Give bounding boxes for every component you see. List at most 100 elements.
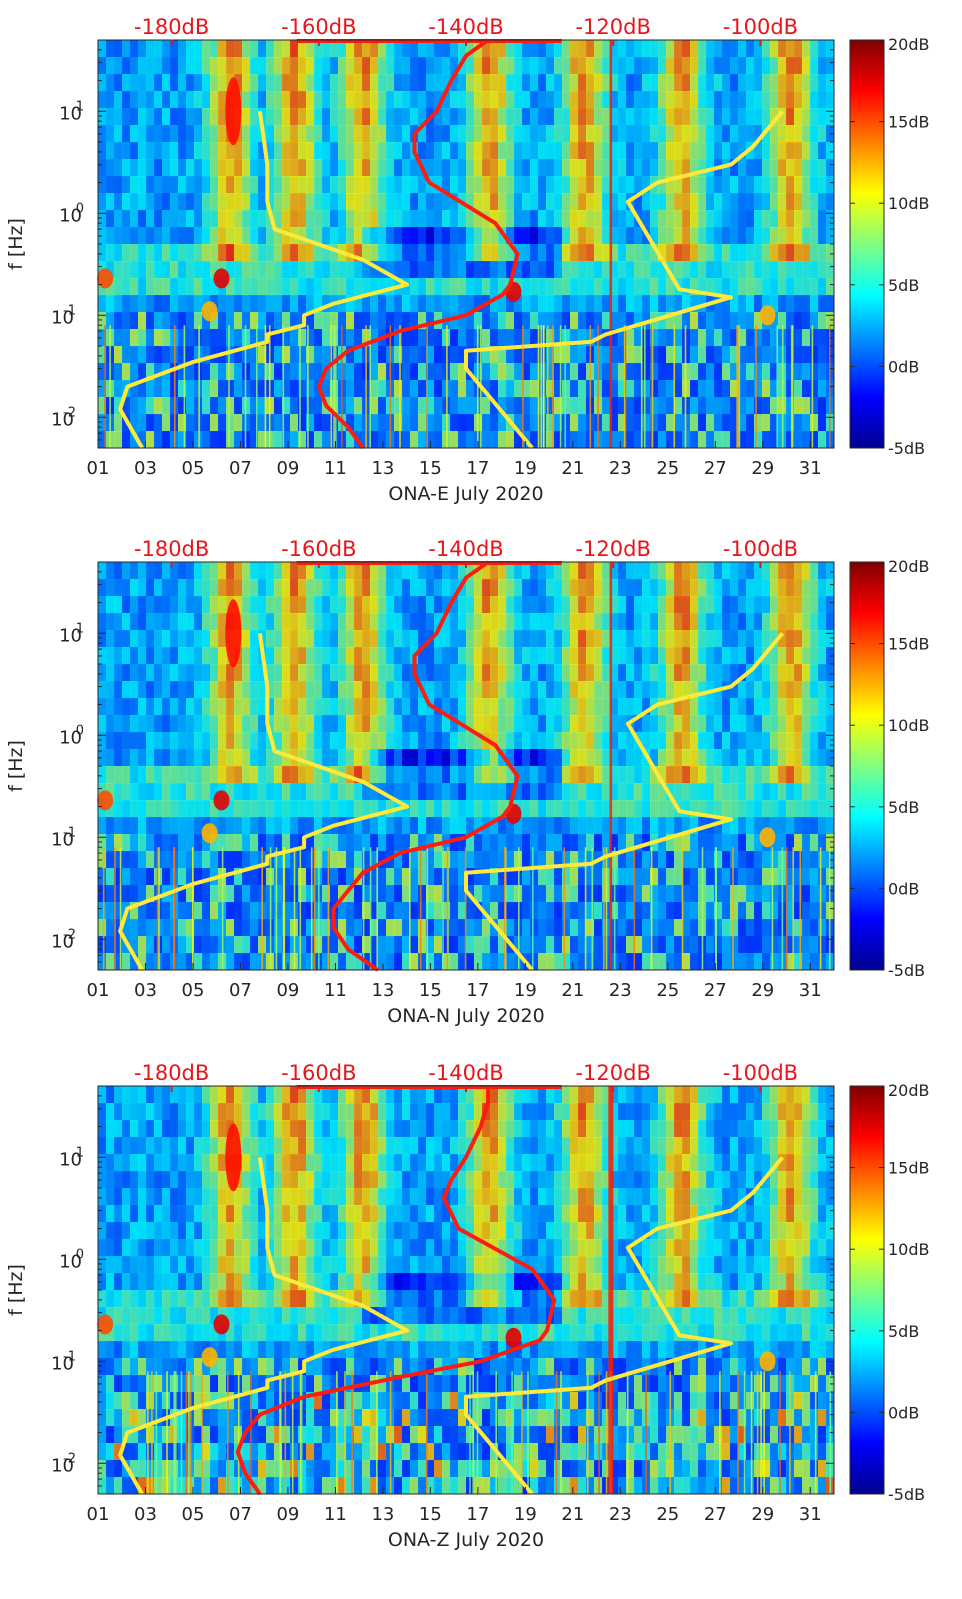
x-tick-label: 13 — [371, 458, 394, 479]
x-tick-label: 23 — [609, 458, 632, 479]
y-tick-label: 101 — [59, 1145, 84, 1170]
panel-north: 01 03 05 07 09 11 13 15 17 19 21 23 25 27 29 31 ONA-N Ju… — [5, 537, 930, 1027]
top-db-tick-label: -120dB — [575, 537, 650, 561]
x-tick-label: 17 — [466, 458, 489, 479]
top-db-tick-label: -100dB — [723, 15, 798, 39]
x-tick-label: 15 — [419, 1504, 442, 1525]
colorbar-tick-label: 15dB — [888, 113, 930, 132]
top-db-tick-label: -180dB — [134, 15, 209, 39]
x-axis-label: ONA-E July 2020 — [388, 483, 543, 505]
top-db-tick-label: -180dB — [134, 1061, 209, 1085]
colorbar-tick-label: -5dB — [888, 439, 925, 458]
colorbar-tick-label: 5dB — [888, 1322, 919, 1341]
y-axis-label: f [Hz] — [5, 218, 27, 270]
x-tick-label: 03 — [134, 980, 157, 1001]
x-tick-label: 23 — [609, 1504, 632, 1525]
colorbar-gradient — [849, 39, 885, 449]
x-tick-label: 11 — [324, 980, 347, 1001]
x-tick-label: 03 — [134, 458, 157, 479]
y-tick-label: 10-2 — [51, 405, 76, 430]
x-tick-label: 31 — [799, 980, 822, 1001]
colorbar-tick-label: -5dB — [888, 1485, 925, 1504]
x-axis-label: ONA-Z July 2020 — [388, 1529, 544, 1551]
colorbar-tick-label: 10dB — [888, 1240, 930, 1259]
y-tick-label: 100 — [59, 201, 84, 226]
x-tick-label: 09 — [276, 458, 299, 479]
top-db-tick-label: -120dB — [575, 1061, 650, 1085]
y-tick-label: 101 — [59, 621, 84, 646]
x-tick-label: 25 — [656, 1504, 679, 1525]
x-tick-label: 29 — [751, 1504, 774, 1525]
x-tick-label: 01 — [87, 458, 110, 479]
x-tick-label: 05 — [182, 458, 205, 479]
x-tick-label: 17 — [466, 980, 489, 1001]
spectrogram-cells — [97, 1086, 835, 1495]
x-tick-label: 13 — [371, 980, 394, 1001]
x-tick-label: 15 — [419, 980, 442, 1001]
x-tick-label: 19 — [514, 458, 537, 479]
colorbar: -5dB 0dB 5dB 10dB 15dB 20dB — [849, 557, 930, 980]
panel-east: 01 03 05 07 09 11 13 15 17 19 21 23 25 27 29 31 ONA-E Ju… — [5, 15, 930, 505]
x-tick-label: 07 — [229, 458, 252, 479]
x-axis-label: ONA-N July 2020 — [387, 1005, 544, 1027]
x-tick-label: 31 — [799, 1504, 822, 1525]
colorbar-tick-label: 0dB — [888, 357, 919, 376]
x-tick-label: 23 — [609, 980, 632, 1001]
x-tick-label: 13 — [371, 1504, 394, 1525]
y-tick-label: 10-2 — [51, 927, 76, 952]
top-db-tick-label: -140dB — [428, 15, 503, 39]
x-tick-label: 01 — [87, 1504, 110, 1525]
top-db-tick-label: -100dB — [723, 1061, 798, 1085]
x-tick-label: 25 — [656, 458, 679, 479]
y-tick-label: 100 — [59, 1247, 84, 1272]
x-tick-label: 07 — [229, 1504, 252, 1525]
ambient-noise-curve — [235, 1086, 557, 1496]
x-tick-label: 21 — [561, 980, 584, 1001]
y-axis-label: f [Hz] — [5, 1264, 27, 1316]
x-tick-label: 29 — [751, 980, 774, 1001]
x-tick-label: 25 — [656, 980, 679, 1001]
colorbar: -5dB 0dB 5dB 10dB 15dB 20dB — [849, 35, 930, 458]
y-tick-label: 101 — [59, 99, 84, 124]
colorbar-tick-label: 10dB — [888, 194, 930, 213]
x-tick-label: 27 — [704, 458, 727, 479]
colorbar-tick-label: 0dB — [888, 879, 919, 898]
top-db-tick-label: -140dB — [428, 1061, 503, 1085]
x-tick-label: 07 — [229, 980, 252, 1001]
x-tick-label: 05 — [182, 1504, 205, 1525]
x-tick-label: 27 — [704, 1504, 727, 1525]
top-db-tick-label: -100dB — [723, 537, 798, 561]
x-tick-label: 09 — [276, 980, 299, 1001]
x-tick-label: 17 — [466, 1504, 489, 1525]
x-tick-label: 21 — [561, 1504, 584, 1525]
colorbar-tick-label: -5dB — [888, 961, 925, 980]
x-tick-label: 03 — [134, 1504, 157, 1525]
top-db-tick-label: -140dB — [428, 537, 503, 561]
y-tick-label: 10-2 — [51, 1451, 76, 1476]
spectrogram-cells — [97, 40, 835, 449]
x-tick-label: 05 — [182, 980, 205, 1001]
top-db-tick-label: -160dB — [281, 1061, 356, 1085]
top-db-tick-label: -160dB — [281, 537, 356, 561]
x-tick-label: 29 — [751, 458, 774, 479]
y-axis-label: f [Hz] — [5, 740, 27, 792]
y-tick-label: 10-1 — [51, 1349, 76, 1374]
x-tick-label: 01 — [87, 980, 110, 1001]
low-noise-model-curve — [118, 1157, 410, 1495]
high-noise-model-curve — [464, 1156, 785, 1496]
top-db-tick-label: -160dB — [281, 15, 356, 39]
high-noise-model-curve — [464, 110, 785, 450]
low-noise-model-curve — [118, 111, 410, 449]
ambient-noise-curve — [316, 38, 520, 450]
high-noise-model-curve — [464, 632, 785, 972]
colorbar-gradient — [849, 561, 885, 971]
x-tick-label: 09 — [276, 1504, 299, 1525]
colorbar-gradient — [849, 1085, 885, 1495]
y-tick-label: 10-1 — [51, 825, 76, 850]
ambient-noise-curve — [331, 560, 520, 972]
x-tick-label: 19 — [514, 980, 537, 1001]
colorbar-tick-label: 15dB — [888, 635, 930, 654]
colorbar-tick-label: 20dB — [888, 35, 930, 54]
top-db-tick-label: -180dB — [134, 537, 209, 561]
